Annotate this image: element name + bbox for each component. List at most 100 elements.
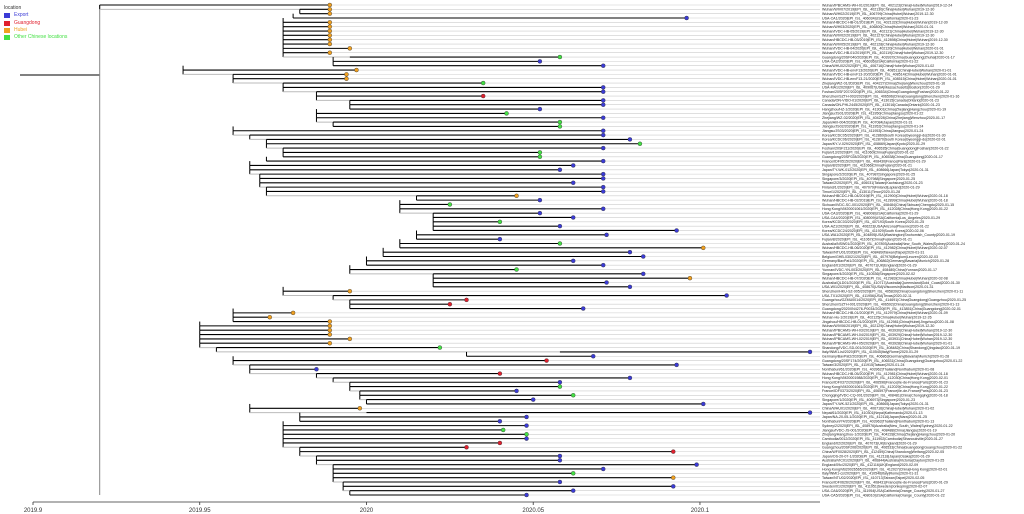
legend-label: Export [14,12,29,19]
tip-dot [601,466,606,472]
tip-dot [327,328,332,333]
tip-label: Germany/BavPat1/2020|EPI_ISL_406862|Germ… [822,259,949,263]
tip-dot [354,67,359,73]
tip-label: Shenzhen/SZTH-003/2020|EPI_ISL_406596|Ch… [822,94,959,98]
tip-dot [571,258,576,264]
tip-dot [464,297,469,303]
tip-label: Zhejiang/WZ-02/2020|EPI_ISL_404228|China… [822,116,945,120]
tip-label: Jiangsu/JS02/2020|EPI_ISL_411952|China|J… [822,125,923,129]
tip-label: Jiangsu/JS01/2020|EPI_ISL_411950|China|J… [822,112,923,116]
tip-label: Hong Kong/VB20026565/2020|EPI_ISL_412027… [822,467,947,471]
tip-label: Guangzhou/20SF206/2020|EPI_ISL_406533|Ch… [822,446,962,450]
tip-dot [601,176,606,181]
tip-dot [591,354,596,359]
tip-label: England/01/2020|EPI_ISL_407071|UK|Englan… [822,263,917,267]
tip-label: Korea/KCDC05/2020|EPI_ISL_412869|South K… [822,133,946,137]
tip-label: Zhejiang/WZ-01/2020|EPI_ISL_404227|China… [822,81,945,85]
tip-dot [524,492,529,498]
tip-label: Wuhan/HBCDC-HB-02/2019|EPI_ISL_412899|Ch… [822,198,948,202]
tip-label: Wuhan/IVDC-HB-envF13/2020|EPI_ISL_408511… [822,68,951,72]
tip-label: Guangdong/20SF174/2020|EPI_ISL_406531|Ch… [822,359,962,363]
tip-dot [327,332,332,337]
tip-label: USA-CA6/2020|EPI_ISL_411954|USA|Californ… [822,489,944,493]
tip-label: Yunnan/IVDC-YN-003/2020|EPI_ISL_408480|C… [822,268,937,272]
tip-label: Australia/QLD01/2020|EPI_ISL_410717|Aust… [822,281,960,285]
tip-dot [571,215,576,220]
tip-dot [601,89,606,94]
tip-dot [497,419,503,424]
tip-label: Wuhan/IVDC-HB-05/2019|EPI_ISL_402121|Chi… [822,29,944,33]
tip-label: Fujian/8/2020|EPI_ISL_411066|China|Fujia… [822,164,912,168]
tip-dot [627,137,633,142]
legend-title: location [4,5,22,11]
tip-dot [684,15,689,21]
legend-label: Hubei [14,26,28,33]
tip-dot [557,241,563,246]
tip-dot [627,249,633,255]
tip-label: France/IDF0515/2020|EPI_ISL_408430|Franc… [822,159,926,163]
tip-dot [327,41,332,47]
tip-dot [604,232,609,238]
tip-label: Japan/TY-WK-521/2020|EPI_ISL_408665|Japa… [822,402,929,406]
tip-dot [627,375,633,381]
tip-dot [571,488,576,493]
tip-label: Taiwan/3/2020|EPI_ISL_411915|Taiwan|2020… [822,363,904,367]
tip-dot [500,427,506,433]
tip-label: Wuhan/IPBCAMS-WH-02/2019|EPI_ISL_403931|… [822,337,952,341]
tip-label: Singapore/4/2020|EPI_ISL_410536|Singapor… [822,272,915,276]
tip-label: Belgium/GHB-03021/2020|EPI_ISL_407976|Be… [822,255,938,259]
legend: location Export Guangdong Hubei Other Chine… [4,5,67,41]
tip-dot [601,128,606,133]
tip-dot [571,180,576,185]
tip-label: Japan/OS-20-07-1/2020|EPI_ISL_412118|Jap… [822,454,930,458]
tip-label: Hong Kong/VM20001061/2020|EPI_ISL_412028… [822,207,948,211]
tip-label: England/02/2020|EPI_ISL_407073|UK|Englan… [822,441,917,445]
tip-label: Wuhan/HBCDC-HB-06/2020|EPI_ISL_412982|Ch… [822,246,948,250]
tip-label: France/IDF0626/2020|EPI_ISL_408431|Franc… [822,480,948,484]
tip-label: Wuhan/IPBCAMS-WH-03/2019|EPI_ISL_403930|… [822,329,952,333]
tip-label: Sweden/01/2020|EPI_ISL_411951|Sweden|Jon… [822,485,927,489]
tip-dot [601,85,606,90]
tip-dot [557,54,563,60]
tip-label: Wuhan/WIV05/2019|EPI_ISL_402128|China|Hu… [822,42,934,46]
tip-dot [537,210,543,216]
tip-dot [514,388,519,394]
tip-dot [267,315,272,320]
tip-label: Singapore/2/2020|EPI_ISL_407987|Singapor… [822,172,915,176]
tip-label: Nonthaburi/74/2020|EPI_ISL_403963|Thaila… [822,420,934,424]
tip-label: Korea/KCDC06/2020|EPI_ISL_412870|South K… [822,138,946,142]
tip-label: China/WHU02/2020|EPI_ISL_406716|China|Hu… [822,64,934,68]
tip-dot [447,302,453,307]
tip-dot [557,167,563,172]
tip-dot [290,310,296,316]
tip-dot [557,384,563,389]
tip-label: Jingzhou/HBCDC-HB-01/2020|EPI_ISL_412981… [822,320,954,324]
tip-label: Canada/ON-VIDO-01/2020|EPI_ISL_413015|Ca… [822,99,939,103]
tip-dot [601,206,606,212]
tip-label: Wuhan/IPBCAMS-WH-04/2019|EPI_ISL_403929|… [822,333,952,337]
legend-swatch [4,28,10,34]
tip-label: Korea/KCDC03/2020|EPI_ISL_407193|South K… [822,220,924,224]
tip-dot [674,362,679,368]
tip-label: Shenzhen/SZTH-001/2020|EPI_ISL_406592|Ch… [822,303,959,307]
tip-label: USA-CA5/2020|EPI_ISL_408010|USA|Californ… [822,493,945,497]
tip-dot [641,254,646,259]
tip-label: Timor/1/2020|EPI_ISL_413011|Timor|2020-0… [822,190,900,194]
tip-dot [344,76,349,81]
tip-label: Nonthaburi/61/2020|EPI_ISL_403962|Thaila… [822,368,934,372]
legend-item: Other Chinese locations [4,34,67,41]
tip-dot [537,197,543,203]
tip-dot [344,72,349,77]
tip-dot [497,371,503,376]
tip-label: Wuhan/WIV02/2019|EPI_ISL_402127|China|Hu… [822,34,934,38]
tip-label: Fujian/13/2020|EPI_ISL_411060|China|Fuji… [822,151,914,155]
tip-label: Wuhan/WIV06/2019|EPI_ISL_402129|China|Hu… [822,324,934,328]
tip-dot [327,33,332,38]
tip-dot [671,475,676,480]
tip-dot [327,24,332,29]
tip-label: USA-CA4/2020|EPI_ISL_408009|USA|Californ… [822,216,940,220]
tip-label: Hong Kong/VM20001061/2020|EPI_ISL_412029… [822,385,948,389]
tip-label: Japan/KY-V-029/2020|EPI_ISL_408669|Japan… [822,142,925,146]
tip-dot [447,202,453,207]
